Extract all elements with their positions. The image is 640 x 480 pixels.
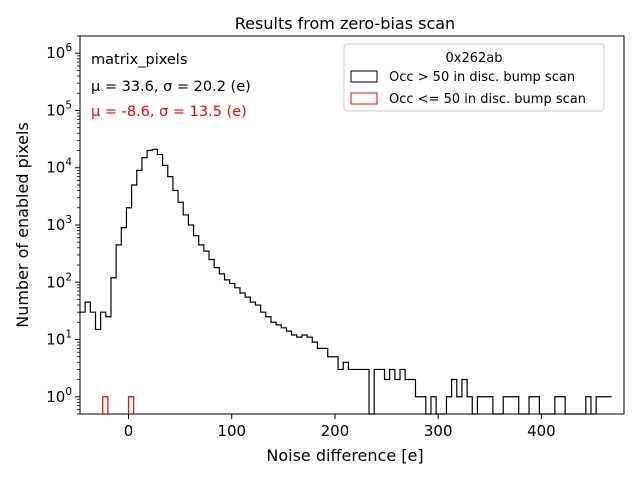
legend-label-high-occ: Occ > 50 in disc. bump scan — [389, 70, 575, 85]
legend-title: 0x262ab — [446, 51, 503, 66]
y-tick-label: 105 — [46, 99, 72, 119]
x-axis-label: Noise difference [e] — [266, 446, 423, 465]
x-tick-label: 200 — [321, 422, 350, 440]
x-tick-label: 100 — [217, 422, 246, 440]
series-layer — [80, 148, 612, 415]
y-axis: 100 101 102 103 104 105 106 — [46, 35, 80, 415]
y-tick-label: 104 — [46, 157, 72, 177]
x-tick-label: 0 — [124, 422, 134, 440]
histogram-bin-low-occ — [127, 396, 135, 414]
histogram-bin-low-occ — [102, 396, 109, 414]
y-tick-label: 102 — [46, 271, 72, 291]
legend: 0x262ab Occ > 50 in disc. bump scan Occ … — [343, 43, 605, 112]
legend-swatch-high-occ — [350, 70, 378, 83]
annotation-stats-high-occ: μ = 33.6, σ = 20.2 (e) — [91, 79, 251, 95]
y-tick-label: 101 — [46, 329, 72, 349]
annotation-stats-low-occ: μ = -8.6, σ = 13.5 (e) — [91, 104, 247, 120]
x-tick-label: 400 — [527, 422, 556, 440]
chart-title: Results from zero-bias scan — [235, 14, 455, 33]
x-axis: 0 100 200 300 400 — [124, 414, 556, 440]
y-axis-label: Number of enabled pixels — [13, 122, 32, 328]
y-tick-label: 103 — [46, 214, 72, 234]
legend-label-low-occ: Occ <= 50 in disc. bump scan — [389, 92, 586, 107]
legend-box — [343, 43, 605, 112]
legend-swatch-low-occ — [350, 92, 378, 105]
histogram-high-occ — [80, 148, 612, 415]
y-tick-label: 106 — [46, 42, 72, 62]
annotation-matrix-pixels: matrix_pixels — [91, 52, 187, 68]
x-tick-label: 300 — [424, 422, 453, 440]
y-tick-label: 100 — [46, 386, 72, 406]
